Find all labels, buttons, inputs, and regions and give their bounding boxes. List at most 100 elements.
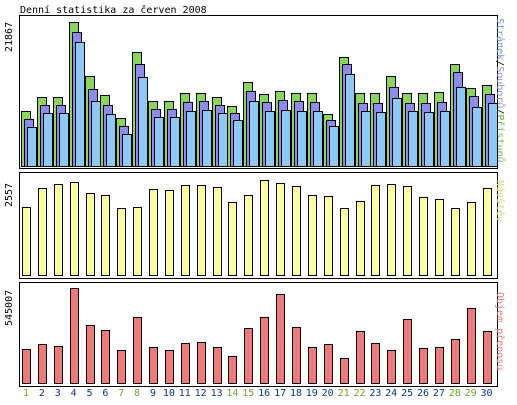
visits-bar-day-19 — [307, 194, 317, 276]
bytes-bar-day-27 — [434, 346, 444, 384]
day-label-21: 21 — [337, 388, 350, 399]
day-label-12: 12 — [194, 388, 207, 399]
pages-bar-day-30 — [487, 102, 498, 167]
pages-bar-day-22 — [360, 111, 371, 167]
visits-bar-day-13 — [212, 186, 222, 276]
day-label-20: 20 — [321, 388, 334, 399]
pages-bar-day-17 — [281, 110, 292, 167]
day-label-22: 22 — [353, 388, 366, 399]
pages-bar-day-21 — [344, 74, 355, 167]
pages-bar-day-4 — [74, 42, 85, 167]
bytes-bar-day-15 — [244, 327, 254, 384]
visits-ymax-label: 2557 — [4, 182, 15, 207]
bytes-bar-day-5 — [85, 325, 95, 384]
day-label-15: 15 — [242, 388, 255, 399]
bytes-bar-day-18 — [292, 327, 301, 384]
pages-bar-day-26 — [424, 112, 434, 167]
bytes-bar-day-16 — [260, 316, 270, 384]
day-label-28: 28 — [448, 388, 461, 399]
visits-bar-day-20 — [323, 196, 333, 276]
day-label-11: 11 — [178, 388, 191, 399]
bytes-bar-day-11 — [180, 343, 190, 384]
pages-bar-day-28 — [455, 87, 466, 167]
visits-bar-day-17 — [276, 182, 286, 276]
visits-bar-day-16 — [260, 180, 270, 276]
day-label-30: 30 — [480, 388, 493, 399]
pages-bar-day-14 — [233, 119, 244, 167]
visits-bar-day-2 — [37, 187, 47, 276]
pages-bar-day-7 — [122, 133, 133, 167]
day-label-13: 13 — [210, 388, 223, 399]
bytes-bar-day-9 — [149, 346, 158, 384]
pages-bar-day-20 — [328, 125, 339, 167]
day-label-18: 18 — [289, 388, 303, 399]
visits-bar-day-15 — [244, 195, 254, 276]
day-label-16: 16 — [258, 388, 271, 399]
bytes-bar-day-25 — [403, 319, 413, 384]
day-label-1: 1 — [22, 388, 30, 399]
pages-bar-day-15 — [249, 101, 260, 167]
bytes-bar-day-23 — [371, 342, 381, 384]
visits-chart-panel — [19, 172, 498, 279]
visits-legend: Návštěv — [494, 180, 505, 223]
bytes-bar-day-19 — [307, 346, 317, 384]
bytes-bar-day-6 — [101, 329, 111, 384]
pages-bar-day-23 — [376, 112, 387, 167]
pages-bar-day-1 — [27, 127, 37, 167]
day-label-2: 2 — [38, 388, 45, 399]
day-label-5: 5 — [86, 388, 93, 399]
bytes-bar-day-22 — [355, 331, 365, 384]
visits-bar-day-24 — [387, 184, 397, 276]
day-label-29: 29 — [464, 388, 477, 399]
visits-bar-day-14 — [228, 202, 238, 276]
day-label-26: 26 — [416, 388, 430, 399]
visits-bar-day-9 — [149, 188, 158, 276]
bytes-bar-day-7 — [117, 349, 127, 384]
visits-bar-day-27 — [434, 199, 444, 276]
day-label-17: 17 — [274, 388, 287, 399]
day-label-7: 7 — [118, 388, 125, 399]
pages-bar-day-16 — [265, 111, 276, 167]
day-label-4: 4 — [70, 388, 77, 399]
pages-bar-day-13 — [217, 112, 228, 167]
visits-bar-day-18 — [292, 185, 301, 276]
day-label-10: 10 — [162, 388, 175, 399]
day-label-9: 9 — [149, 388, 157, 399]
visits-bar-day-8 — [133, 207, 143, 276]
hits-ymax-label: 21867 — [4, 21, 15, 52]
visits-bar-day-23 — [371, 184, 381, 276]
visits-bar-day-22 — [355, 201, 365, 276]
visits-bar-day-1 — [22, 206, 31, 276]
pages-bar-day-6 — [106, 114, 117, 167]
bytes-bar-day-20 — [323, 343, 333, 384]
visits-bar-day-30 — [482, 187, 492, 276]
pages-bar-day-29 — [471, 106, 482, 167]
visits-bar-day-28 — [450, 208, 460, 276]
bytes-ymax-label: 545007 — [4, 289, 15, 326]
pages-bar-day-12 — [201, 110, 212, 167]
bytes-bar-day-17 — [276, 293, 286, 384]
pages-bar-day-18 — [297, 110, 307, 167]
visits-bar-day-11 — [180, 184, 190, 276]
visits-bar-day-3 — [53, 184, 63, 276]
day-label-25: 25 — [401, 388, 414, 399]
bytes-bar-day-10 — [164, 349, 174, 384]
bytes-bar-day-21 — [339, 357, 349, 384]
pages-bar-day-3 — [58, 113, 69, 167]
visits-bar-day-12 — [196, 184, 206, 276]
bytes-chart-panel — [19, 282, 498, 387]
visits-bar-day-5 — [85, 193, 95, 276]
bytes-bar-day-14 — [228, 356, 238, 384]
pages-bar-day-24 — [392, 98, 403, 167]
day-label-3: 3 — [54, 388, 61, 399]
day-label-23: 23 — [369, 388, 382, 399]
visits-bar-day-25 — [403, 185, 413, 276]
pages-bar-day-5 — [90, 101, 101, 167]
visits-bar-day-26 — [419, 197, 428, 276]
pages-bar-day-25 — [408, 111, 419, 167]
pages-bar-day-19 — [312, 111, 323, 167]
pages-bar-day-2 — [42, 113, 53, 167]
pages-bar-day-9 — [154, 117, 164, 167]
visits-bar-day-10 — [164, 189, 174, 276]
